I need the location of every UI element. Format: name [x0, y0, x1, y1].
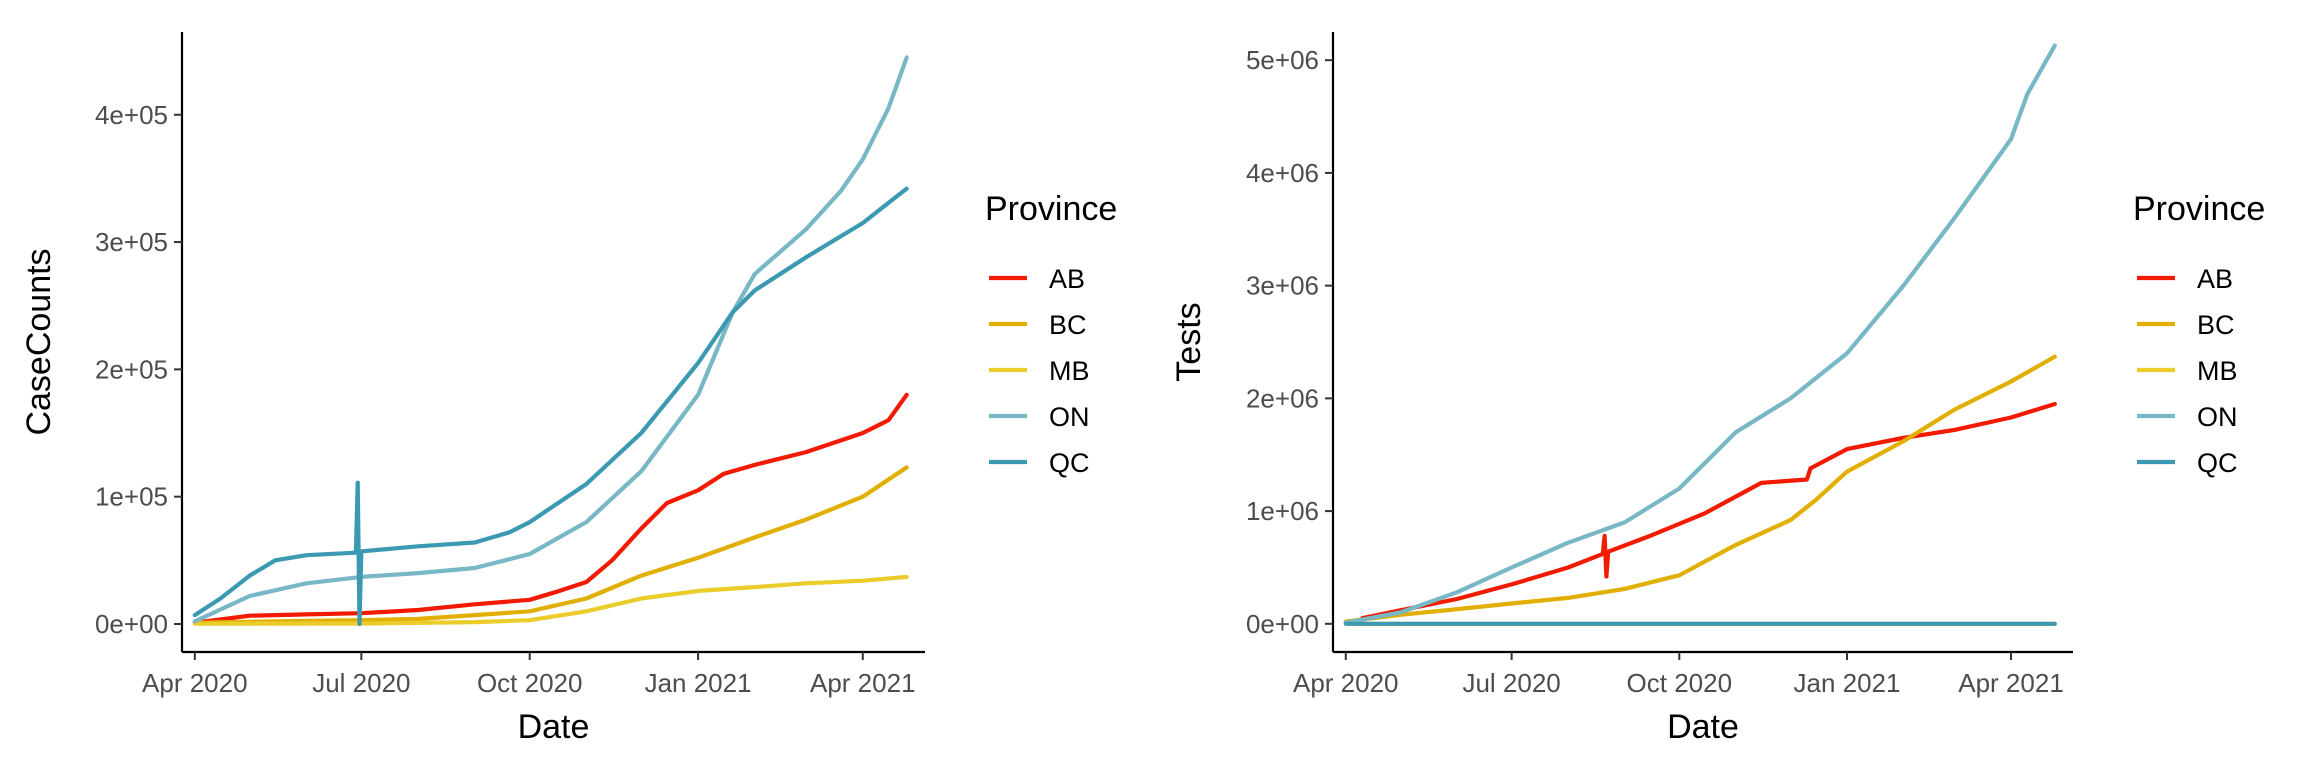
x-tick-label: Jan 2021 [645, 668, 752, 698]
tests-chart: 0e+00 1e+06 2e+06 3e+06 4e+06 5e+06 Apr 2020 Ju… [1170, 32, 2265, 746]
y-tick-label: 5e+06 [1246, 45, 1319, 75]
legend-label: MB [1049, 356, 1090, 386]
legend-label: BC [1049, 310, 1087, 340]
series-line-bc [1343, 354, 2057, 624]
legend-label: BC [2197, 310, 2235, 340]
x-axis-title: Date [1667, 708, 1739, 746]
y-axis-title: CaseCounts [20, 248, 58, 435]
y-tick-label: 1e+06 [1246, 496, 1319, 526]
y-tick-label: 1e+05 [95, 482, 168, 512]
legend-label: ON [1049, 402, 1090, 432]
series-line-bc [192, 465, 909, 625]
legend: Province AB BC MB ON QC [2133, 190, 2265, 478]
series-lines [192, 55, 909, 627]
legend: Province AB BC MB ON QC [985, 190, 1117, 478]
legend-item-qc: QC [989, 448, 1090, 478]
x-tick-label: Oct 2020 [1627, 668, 1733, 698]
x-tick-label: Oct 2020 [477, 668, 583, 698]
legend-item-ab: AB [989, 264, 1085, 294]
series-line-qc [192, 186, 909, 627]
legend-item-on: ON [2137, 402, 2238, 432]
legend-label: QC [1049, 448, 1090, 478]
y-tick-label: 2e+05 [95, 354, 168, 384]
series-line-ab [1360, 401, 2057, 621]
x-axis-title: Date [518, 708, 590, 746]
y-tick-label: 4e+05 [95, 100, 168, 130]
legend-label: AB [1049, 264, 1085, 294]
legend-item-mb: MB [2137, 356, 2238, 386]
legend-label: QC [2197, 448, 2238, 478]
x-tick-label: Apr 2020 [1293, 668, 1399, 698]
series-line-on [1343, 43, 2057, 625]
legend-title: Province [2133, 190, 2265, 228]
legend-title: Province [985, 190, 1117, 228]
x-tick-label: Apr 2021 [810, 668, 916, 698]
y-tick-label: 3e+05 [95, 227, 168, 257]
x-tick-label: Jan 2021 [1793, 668, 1900, 698]
x-tick-label: Jul 2020 [312, 668, 410, 698]
series-line-on [192, 55, 909, 624]
x-tick-label: Jul 2020 [1462, 668, 1560, 698]
x-tick-label: Apr 2020 [142, 668, 248, 698]
series-line-mb [192, 574, 909, 626]
y-tick-label: 0e+00 [1246, 609, 1319, 639]
legend-item-mb: MB [989, 356, 1090, 386]
legend-item-qc: QC [2137, 448, 2238, 478]
y-tick-label: 2e+06 [1246, 383, 1319, 413]
legend-label: AB [2197, 264, 2233, 294]
legend-label: ON [2197, 402, 2238, 432]
legend-label: MB [2197, 356, 2238, 386]
y-tick-label: 4e+06 [1246, 158, 1319, 188]
legend-item-bc: BC [989, 310, 1087, 340]
y-tick-label: 3e+06 [1246, 271, 1319, 301]
legend-item-ab: AB [2137, 264, 2233, 294]
series-lines [1343, 43, 2057, 626]
legend-item-bc: BC [2137, 310, 2235, 340]
casecounts-chart: 0e+00 1e+05 2e+05 3e+05 4e+05 Apr 2020 Jul 202… [20, 32, 1117, 746]
y-tick-label: 0e+00 [95, 609, 168, 639]
y-axis-title: Tests [1170, 302, 1208, 381]
legend-item-on: ON [989, 402, 1090, 432]
x-tick-label: Apr 2021 [1958, 668, 2064, 698]
